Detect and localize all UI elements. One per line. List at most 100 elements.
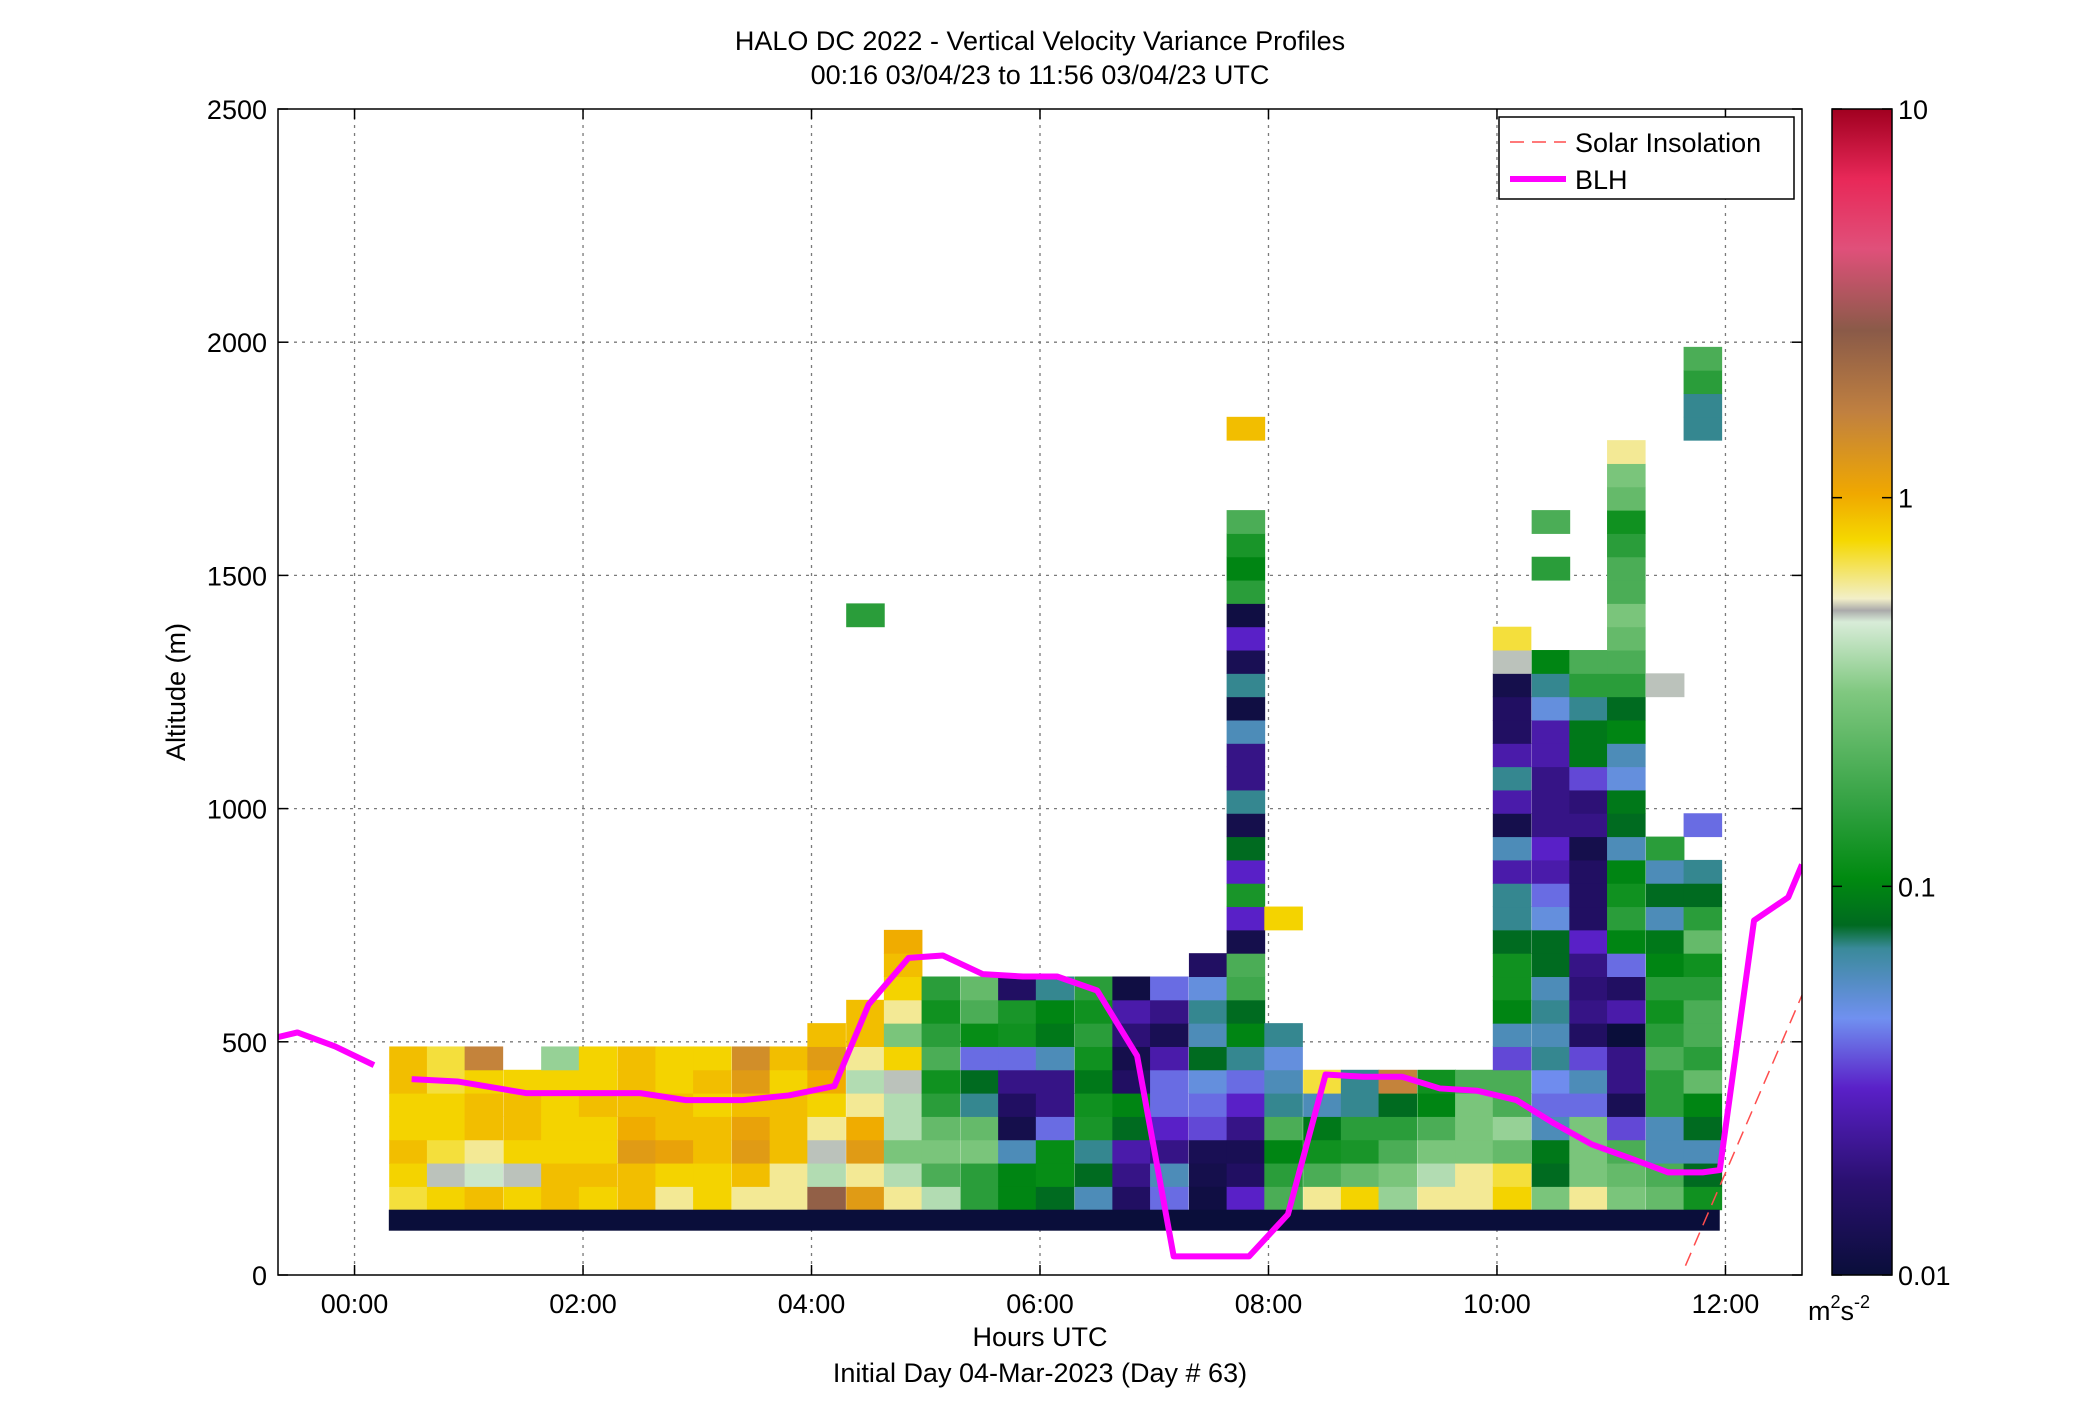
- heatmap-cell: [1112, 1116, 1151, 1141]
- heatmap-cell: [1492, 1139, 1532, 1164]
- heatmap-cell: [921, 1163, 961, 1187]
- heatmap-cell: [1264, 1163, 1303, 1187]
- heatmap-cell: [883, 1139, 923, 1164]
- heatmap-cell: [1492, 719, 1532, 744]
- heatmap-cell: [1150, 1116, 1189, 1141]
- heatmap-cell: [998, 1139, 1037, 1164]
- heatmap-cell: [1531, 1093, 1571, 1117]
- heatmap-cell: [1683, 1116, 1723, 1141]
- heatmap-cell: [1492, 1116, 1532, 1141]
- heatmap-cell: [1035, 1069, 1075, 1094]
- y-axis-ticks: 0 500 1000 1500 2000 2500: [207, 95, 1802, 1291]
- heatmap-cell: [1531, 836, 1571, 861]
- heatmap-cell: [1569, 1023, 1608, 1047]
- heatmap-cell: [1645, 976, 1685, 1001]
- heatmap-cell: [1531, 789, 1571, 814]
- colorbar-tick-label: 0.1: [1898, 872, 1936, 902]
- heatmap-cell: [1607, 1093, 1646, 1117]
- heatmap-cell: [1645, 953, 1685, 978]
- heatmap-cell: [1074, 1046, 1114, 1071]
- heatmap-cell: [1683, 906, 1723, 931]
- heatmap-cell: [1340, 1163, 1380, 1187]
- heatmap-cell: [578, 1046, 618, 1071]
- heatmap-cell: [389, 1163, 428, 1187]
- heatmap-cell: [1074, 1069, 1114, 1094]
- x-axis-label: Hours UTC: [972, 1322, 1107, 1352]
- heatmap-cell: [1607, 1186, 1646, 1211]
- heatmap-cell: [1607, 953, 1646, 978]
- heatmap-cell: [1226, 510, 1266, 534]
- heatmap-cell: [1683, 953, 1723, 978]
- heatmap-cell: [1607, 1046, 1646, 1071]
- heatmap-cell: [1645, 836, 1685, 861]
- heatmap-cell: [1645, 929, 1685, 954]
- heatmap-cell: [1074, 1093, 1114, 1117]
- heatmap-cell: [1188, 1069, 1228, 1094]
- heatmap-cell: [1569, 766, 1608, 791]
- heatmap-cell: [1492, 789, 1532, 814]
- heatmap-cell: [1683, 346, 1723, 371]
- y-tick-label: 1500: [207, 561, 267, 591]
- heatmap-cell: [578, 1186, 618, 1211]
- heatmap-cell: [1531, 1046, 1571, 1071]
- heatmap-cell: [1607, 463, 1646, 488]
- heatmap-cell: [1569, 1093, 1608, 1117]
- heatmap-cell: [1112, 1186, 1151, 1211]
- heatmap-cell: [693, 1046, 732, 1071]
- heatmap-cell: [1340, 1139, 1380, 1164]
- heatmap-cell: [1683, 929, 1723, 954]
- heatmap-cell: [921, 1186, 961, 1211]
- heatmap-cell: [1074, 1139, 1114, 1164]
- heatmap-cell: [1455, 1116, 1494, 1141]
- heatmap-cell: [883, 1186, 923, 1211]
- x-tick-label: 10:00: [1463, 1289, 1531, 1319]
- heatmap-cell: [1492, 859, 1532, 884]
- heatmap-cell: [769, 1069, 809, 1094]
- heatmap-cell: [389, 1093, 428, 1117]
- heatmap-cell: [1569, 999, 1608, 1024]
- heatmap-cell: [541, 1186, 580, 1211]
- heatmap-cell: [1150, 999, 1189, 1024]
- heatmap-cell: [846, 1163, 885, 1187]
- heatmap-cell: [1683, 1023, 1723, 1047]
- heatmap-cell: [1531, 766, 1571, 791]
- heatmap-cell: [426, 1163, 466, 1187]
- heatmap-cell: [769, 1163, 809, 1187]
- solar-insolation-line: [1684, 994, 1802, 1266]
- heatmap-cell: [1645, 1046, 1685, 1071]
- heatmap-cell: [578, 1116, 618, 1141]
- heatmap-cell: [731, 1139, 771, 1164]
- heatmap-cell: [1645, 906, 1685, 931]
- heatmap-cell: [1188, 953, 1228, 978]
- heatmap-cell: [1226, 929, 1266, 954]
- heatmap-cell: [1226, 743, 1266, 768]
- heatmap-cell: [1569, 1186, 1608, 1211]
- heatmap-cell: [1645, 999, 1685, 1024]
- x-tick-label: 02:00: [549, 1289, 617, 1319]
- heatmap-cell: [883, 999, 923, 1024]
- heatmap-cell: [846, 603, 885, 628]
- heatmap-cell: [1150, 1069, 1189, 1094]
- heatmap-cell: [1645, 1116, 1685, 1141]
- heatmap-cell: [1188, 976, 1228, 1001]
- heatmap-cell: [617, 1046, 657, 1071]
- heatmap-cell: [769, 1139, 809, 1164]
- heatmap-cell: [541, 1046, 580, 1071]
- colorbar-tick-label: 0.01: [1898, 1261, 1951, 1291]
- heatmap-cell: [1303, 1163, 1342, 1187]
- heatmap-cell: [617, 1116, 657, 1141]
- heatmap-cell: [1683, 416, 1723, 441]
- heatmap-cell: [1569, 976, 1608, 1001]
- heatmap-cell: [1492, 906, 1532, 931]
- heatmap-cell: [921, 1023, 961, 1047]
- heatmap-cell: [1531, 953, 1571, 978]
- heatmap-cell: [503, 1093, 543, 1117]
- x-axis-ticks: 00:00 02:00 04:00 06:00 08:00 10:00 12:00: [321, 109, 1759, 1319]
- heatmap-cell: [1226, 1093, 1266, 1117]
- heatmap-cell: [1035, 976, 1075, 1001]
- heatmap-cell: [1683, 1069, 1723, 1094]
- heatmap-cell: [1531, 813, 1571, 838]
- x-tick-label: 06:00: [1006, 1289, 1074, 1319]
- heatmap-cell: [1112, 999, 1151, 1024]
- heatmap-cell: [1455, 1139, 1494, 1164]
